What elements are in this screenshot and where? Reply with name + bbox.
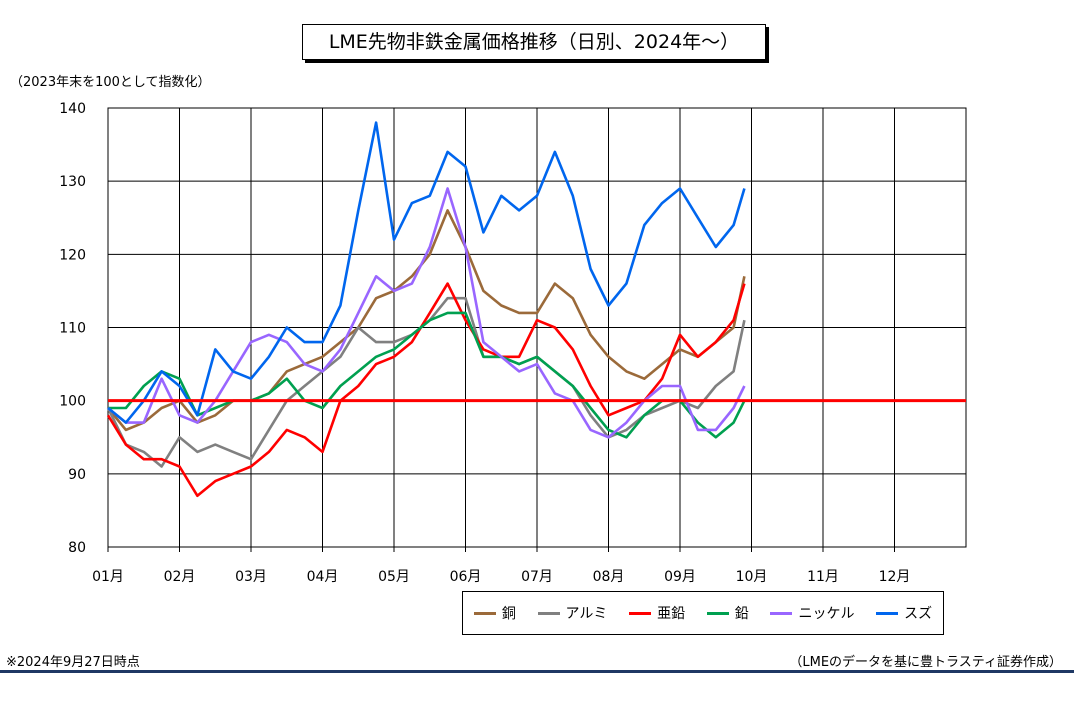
- series-line-4: [108, 311, 746, 439]
- chart-title: LME先物非鉄金属価格推移（日別、2024年～）: [302, 24, 766, 60]
- legend-label: アルミ: [565, 606, 608, 622]
- x-tick-label: 08月: [593, 569, 625, 585]
- legend-swatch: [876, 611, 899, 615]
- series-line-1: [106, 209, 746, 432]
- chart-subtitle: （2023年末を100として指数化）: [10, 75, 211, 90]
- legend-swatch: [537, 611, 560, 615]
- legend-item-6: スズ: [876, 603, 932, 623]
- legend-item-5: ニッケル: [770, 603, 854, 623]
- y-tick-label: 110: [59, 321, 86, 337]
- y-tick-label: 130: [59, 174, 86, 190]
- x-tick-label: 06月: [450, 569, 482, 585]
- x-tick-label: 01月: [92, 569, 124, 585]
- x-tick-label: 03月: [235, 569, 267, 585]
- y-tick-label: 90: [68, 467, 86, 483]
- legend-swatch: [706, 611, 729, 615]
- legend-item-3: 亜鉛: [629, 603, 685, 623]
- y-tick-label: 100: [59, 394, 86, 410]
- x-tick-label: 05月: [378, 569, 410, 585]
- legend-item-2: アルミ: [537, 603, 608, 623]
- bottom-divider: [0, 670, 1074, 673]
- x-tick-label: 10月: [736, 569, 768, 585]
- legend-label: ニッケル: [798, 606, 855, 622]
- legend-label: 銅: [501, 606, 516, 622]
- x-tick-label: 02月: [164, 569, 196, 585]
- y-tick-label: 80: [68, 540, 86, 556]
- x-tick-label: 12月: [879, 569, 911, 585]
- legend-swatch: [770, 611, 793, 615]
- line-chart: 80 90 100 110 120 130 140 01月 02月 03月 04月 05月 06月 07月…: [59, 101, 967, 585]
- x-tick-label: 11月: [807, 569, 839, 585]
- legend-swatch: [629, 611, 652, 615]
- x-tick-label: 09月: [664, 569, 696, 585]
- legend-label: 亜鉛: [657, 606, 686, 622]
- legend-item-1: 銅: [473, 603, 516, 623]
- x-tick-label: 04月: [307, 569, 339, 585]
- series-line-6: [107, 121, 746, 424]
- x-tick-label: 07月: [521, 569, 553, 585]
- y-tick-label: 120: [59, 247, 86, 263]
- legend-item-4: 鉛: [706, 603, 749, 623]
- as-of-note: ※2024年9月27日時点: [6, 655, 140, 670]
- legend-label: 鉛: [734, 606, 749, 622]
- legend-label: スズ: [904, 606, 933, 622]
- chart-legend: 銅 アルミ 亜鉛 鉛 ニッケル スズ: [462, 591, 944, 635]
- y-tick-label: 140: [59, 101, 86, 117]
- source-note: （LMEのデータを基に豊トラスティ証券作成）: [789, 655, 1062, 670]
- legend-swatch: [473, 611, 496, 615]
